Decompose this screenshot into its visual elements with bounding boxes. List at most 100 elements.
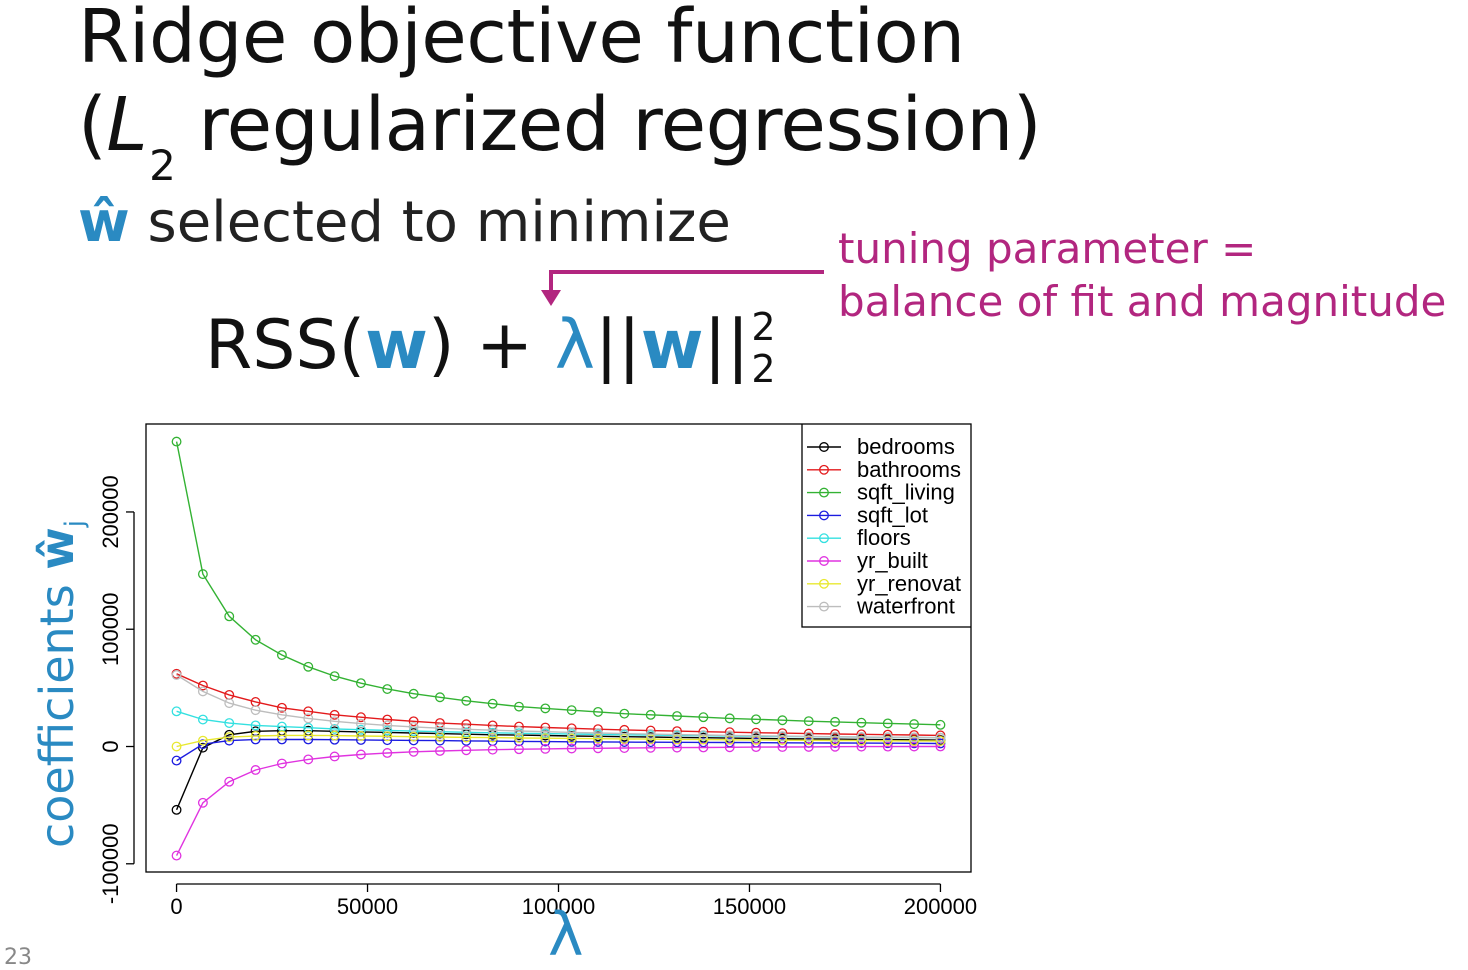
data-point-sqft_living <box>830 716 841 727</box>
data-point-yr_built <box>435 746 445 756</box>
legend-swatch-marker <box>819 556 829 566</box>
data-point-yr_renovated <box>382 731 393 742</box>
legend-label: bedrooms <box>857 434 955 459</box>
title-open-paren: ( <box>78 82 107 168</box>
x-axis-label: λ <box>548 900 584 970</box>
data-point-bedrooms <box>171 804 182 815</box>
series-yr_built <box>171 741 946 861</box>
data-point-yr_built <box>461 745 472 756</box>
data-point-bathrooms <box>303 706 314 717</box>
data-point-yr_built <box>777 742 788 752</box>
data-point-waterfront <box>593 728 603 738</box>
data-point-yr_built <box>698 742 709 753</box>
data-point-bathrooms <box>276 702 287 713</box>
data-point-sqft_lot <box>566 736 577 747</box>
data-point-yr_renovated <box>540 733 551 744</box>
data-point-waterfront <box>171 670 182 680</box>
data-point-sqft_living <box>724 713 735 724</box>
data-point-yr_renovated <box>909 735 920 746</box>
y-axis-j-subscript: j <box>60 519 90 528</box>
data-point-sqft_lot <box>856 738 867 749</box>
data-point-sqft_living <box>909 719 920 730</box>
data-point-sqft_living <box>619 708 630 719</box>
series-line-bathrooms <box>176 673 941 737</box>
data-point-yr_built <box>856 741 867 752</box>
data-point-waterfront <box>856 732 867 742</box>
data-point-waterfront <box>276 709 287 720</box>
y-tick-label: -100000 <box>98 823 123 904</box>
data-point-sqft_living <box>435 692 445 703</box>
data-point-sqft_living <box>355 678 366 689</box>
legend-label: sqft_living <box>857 480 955 505</box>
series-yr_renovated <box>171 730 946 752</box>
annotation-arrow <box>549 270 824 292</box>
data-point-sqft_lot <box>698 737 709 748</box>
data-point-sqft_lot <box>250 734 261 745</box>
annotation-line2: balance of fit and magnitude <box>838 277 1447 326</box>
data-point-yr_built <box>329 751 340 762</box>
series-waterfront <box>171 670 946 743</box>
x-tick-label: 100000 <box>522 894 595 919</box>
legend-label: yr_renovat <box>857 571 961 596</box>
plot-frame <box>145 423 972 873</box>
data-point-bathrooms <box>803 728 814 739</box>
data-point-floors <box>303 722 314 733</box>
data-point-waterfront <box>724 730 735 741</box>
data-point-yr_built <box>382 748 393 758</box>
data-point-sqft_living <box>250 634 261 645</box>
data-point-yr_renovated <box>171 741 182 752</box>
legend-swatch-marker <box>819 578 829 589</box>
data-point-bathrooms <box>408 716 419 727</box>
data-point-yr_built <box>408 746 419 757</box>
legend-swatch-marker <box>819 442 829 452</box>
legend-label: floors <box>857 525 911 550</box>
formula-rss: RSS( <box>205 306 366 385</box>
formula-norm-w: w <box>640 306 704 385</box>
data-point-yr_renovated <box>935 736 946 746</box>
subtitle-text: selected to minimize <box>129 190 731 255</box>
data-point-sqft_living <box>566 705 577 716</box>
data-point-waterfront <box>540 726 551 737</box>
data-point-sqft_living <box>751 714 762 725</box>
data-point-yr_built <box>303 754 314 765</box>
data-point-waterfront <box>882 732 893 743</box>
data-point-floors <box>250 720 261 731</box>
data-point-yr_renovated <box>645 734 656 745</box>
data-point-waterfront <box>514 726 524 736</box>
data-point-waterfront <box>461 724 472 735</box>
data-point-yr_renovated <box>355 731 366 741</box>
data-point-bathrooms <box>382 714 393 725</box>
data-point-yr_renovated <box>566 733 577 744</box>
formula-w: w <box>365 306 428 385</box>
data-point-sqft_living <box>672 711 682 721</box>
series-line-yr_built <box>175 745 941 856</box>
data-point-sqft_lot <box>909 738 920 749</box>
x-tick-label: 0 <box>170 894 182 919</box>
data-point-yr_built <box>593 743 603 754</box>
data-point-waterfront <box>408 721 419 732</box>
x-tick-label: 200000 <box>904 894 977 919</box>
data-point-yr_renovated <box>329 730 340 741</box>
data-point-yr_built <box>751 742 762 753</box>
data-point-sqft_living <box>408 688 419 699</box>
data-point-yr_renovated <box>593 733 603 744</box>
slide-title-line1: Ridge objective function <box>78 0 965 80</box>
data-point-floors <box>197 714 208 725</box>
data-point-waterfront <box>698 730 709 740</box>
data-point-sqft_living <box>224 611 235 622</box>
legend-swatch-marker <box>819 464 829 475</box>
data-point-floors <box>435 726 445 737</box>
legend-label: sqft_lot <box>857 502 928 527</box>
title-rest: regularized regression) <box>175 82 1042 168</box>
data-point-yr_renovated <box>250 731 261 741</box>
data-point-yr_built <box>355 749 366 760</box>
legend-label: yr_built <box>857 548 928 573</box>
data-point-bathrooms <box>751 727 762 738</box>
data-point-sqft_living <box>777 715 788 726</box>
data-point-waterfront <box>355 718 366 729</box>
formula-norm-close: || <box>703 306 750 385</box>
data-point-waterfront <box>909 732 920 743</box>
formula-subscript: 2 <box>751 347 776 391</box>
